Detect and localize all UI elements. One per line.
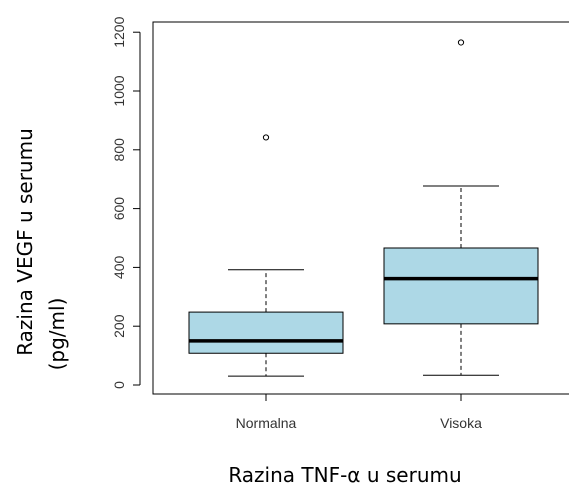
x-axis-title: Razina TNF-α u serumu <box>228 463 461 487</box>
iqr-box <box>188 311 344 354</box>
box-normalna <box>188 134 344 377</box>
y-tick-label-1000: 1000 <box>111 75 127 106</box>
y-tick-label-800: 800 <box>111 138 127 162</box>
y-tick-label-600: 600 <box>111 197 127 221</box>
y-axis-title-line1: Razina VEGF u serumu <box>13 128 37 356</box>
y-tick-label-400: 400 <box>111 256 127 280</box>
iqr-box <box>383 247 539 325</box>
x-tick-label-visoka: Visoka <box>440 415 482 431</box>
y-tick-label-200: 200 <box>111 314 127 338</box>
outlier-point <box>457 39 465 46</box>
x-tick-label-normalna: Normalna <box>236 415 297 431</box>
box-visoka <box>383 39 539 376</box>
y-axis-title-line2: (pg/ml) <box>45 298 69 371</box>
y-axis: 0 200 400 600 800 1000 1200 <box>111 16 141 389</box>
y-tick-label-1200: 1200 <box>111 16 127 47</box>
x-axis: Normalna Visoka <box>236 393 482 431</box>
y-tick-label-0: 0 <box>111 381 127 389</box>
boxes-layer <box>188 39 539 377</box>
outlier-point <box>262 134 270 141</box>
